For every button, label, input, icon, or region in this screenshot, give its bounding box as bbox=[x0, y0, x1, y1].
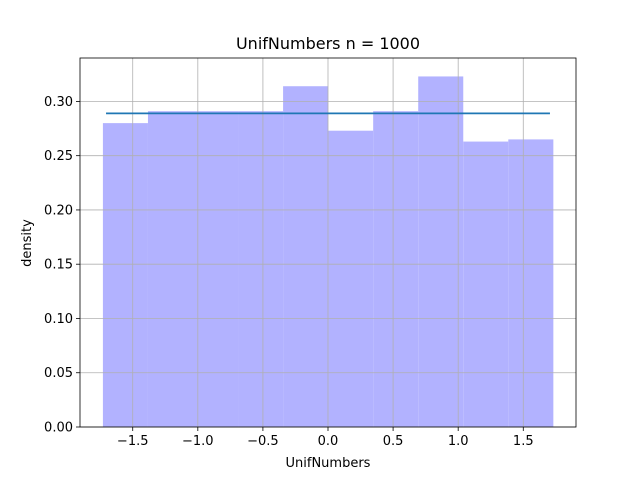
x-axis-label: UnifNumbers bbox=[286, 456, 371, 471]
histogram-bar bbox=[102, 123, 148, 428]
histogram-bar bbox=[147, 111, 193, 428]
chart-title: UnifNumbers n = 1000 bbox=[236, 34, 420, 53]
y-tick-label: 0.00 bbox=[44, 421, 73, 436]
y-tick-label: 0.25 bbox=[44, 149, 73, 164]
x-tick-label: −1.0 bbox=[182, 434, 214, 449]
histogram-bar bbox=[283, 86, 329, 427]
x-tick-label: 0.5 bbox=[383, 434, 404, 449]
x-tick-label: 1.5 bbox=[513, 434, 534, 449]
histogram-bar bbox=[373, 111, 419, 428]
y-tick-label: 0.30 bbox=[44, 95, 73, 110]
histogram-bar bbox=[463, 141, 509, 427]
y-tick-label: 0.10 bbox=[44, 312, 73, 327]
y-tick-label: 0.20 bbox=[44, 203, 73, 218]
histogram-bar bbox=[328, 130, 374, 427]
y-tick-label: 0.05 bbox=[44, 366, 73, 381]
x-tick-label: −1.5 bbox=[117, 434, 149, 449]
histogram-bar bbox=[193, 111, 239, 428]
x-tick-label: 1.0 bbox=[448, 434, 469, 449]
x-tick-label: −0.5 bbox=[247, 434, 279, 449]
histogram-bar bbox=[238, 111, 284, 428]
y-tick-label: 0.15 bbox=[44, 258, 73, 273]
x-tick-label: 0.0 bbox=[318, 434, 339, 449]
histogram-bar bbox=[418, 76, 464, 427]
histogram-bar bbox=[508, 139, 554, 427]
y-axis-label: density bbox=[20, 219, 35, 267]
